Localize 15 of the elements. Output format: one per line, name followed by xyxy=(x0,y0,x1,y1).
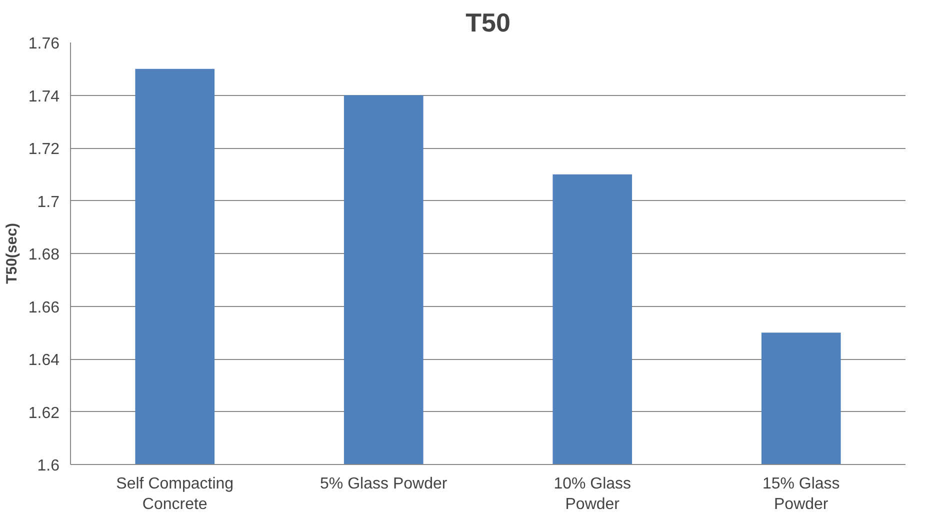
y-tick-label: 1.76 xyxy=(28,36,60,52)
x-tick-label: 15% Glass Powder xyxy=(762,476,840,513)
y-tick-label: 1.62 xyxy=(28,404,60,422)
x-tick-label: 5% Glass Powder xyxy=(320,476,448,492)
y-tick-label: 1.6 xyxy=(37,458,60,474)
x-tick-label: 10% Glass Powder xyxy=(554,476,632,513)
y-tick-label: 1.74 xyxy=(28,88,60,106)
y-tick-label: 1.64 xyxy=(28,352,60,369)
x-tick-label: Self Compacting Concrete xyxy=(116,476,234,513)
y-axis-title: T50(sec) xyxy=(3,223,20,284)
y-tick-label: 1.68 xyxy=(28,246,60,264)
chart-title: T50 xyxy=(466,8,510,38)
y-tick-label: 1.66 xyxy=(28,299,60,316)
y-tick-label: 1.72 xyxy=(28,141,60,158)
y-tick-label: 1.7 xyxy=(37,194,60,211)
